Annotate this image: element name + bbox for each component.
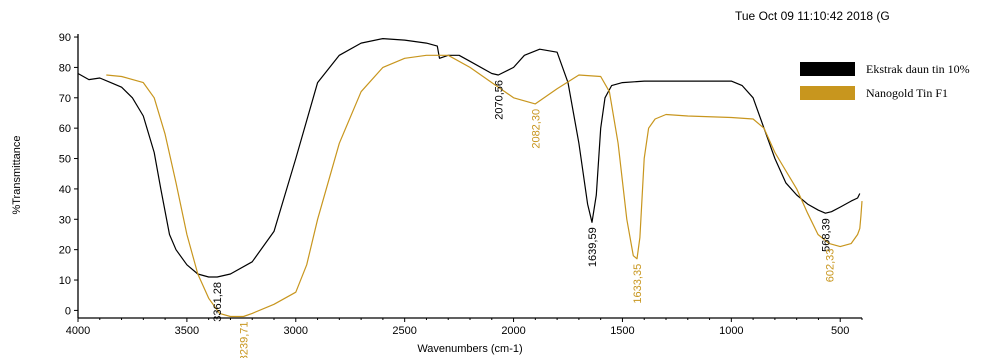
y-axis-label: %Transmittance [11,135,23,214]
axes [77,34,862,319]
y-tick-label: 80 [59,62,71,74]
x-tick-label: 2000 [501,325,525,337]
legend-label-ekstrak: Ekstrak daun tin 10% [866,62,970,76]
peak-label: 602,33 [824,249,836,283]
y-tick-label: 0 [65,305,71,317]
x-tick-label: 4000 [66,325,90,337]
peak-label: 1639,59 [587,227,599,267]
y-axis-ticks: 0 10 20 30 40 50 60 70 80 90 [59,32,78,317]
y-tick-label: 10 [59,275,71,287]
peak-label: 1633,35 [632,264,644,304]
y-tick-label: 20 [59,245,71,257]
peak-label: 568,39 [820,218,832,252]
y-tick-label: 90 [59,32,71,44]
x-tick-label: 1500 [610,325,634,337]
y-tick-label: 30 [59,214,71,226]
series-line-1 [106,54,863,318]
series-line-0 [77,38,861,278]
x-axis-label: Wavenumbers (cm-1) [417,343,522,355]
y-tick-label: 60 [59,123,71,135]
x-axis-ticks: 4000 3500 3000 2500 2000 1500 1000 500 [66,318,863,337]
legend-swatch-nanogold [800,86,855,100]
x-tick-label: 3500 [175,325,199,337]
peak-label: 2082,30 [530,109,542,149]
timestamp: Tue Oct 09 11:10:42 2018 (G [735,9,890,23]
x-tick-label: 1000 [719,325,743,337]
legend: Ekstrak daun tin 10% Nanogold Tin F1 [800,62,970,100]
x-tick-label: 2500 [392,325,416,337]
peak-annotations: 3361,28 2070,56 1639,59 568,39 3239,71 2082,3… [212,80,836,358]
y-tick-label: 40 [59,184,71,196]
x-tick-label: 3000 [284,325,308,337]
peak-label: 3239,71 [239,322,251,358]
y-tick-label: 50 [59,154,71,166]
legend-swatch-ekstrak [800,62,855,76]
y-tick-label: 70 [59,93,71,105]
legend-label-nanogold: Nanogold Tin F1 [866,86,948,100]
x-tick-label: 500 [831,325,849,337]
peak-label: 2070,56 [493,80,505,120]
series-lines [77,38,863,318]
peak-label: 3361,28 [212,282,224,322]
